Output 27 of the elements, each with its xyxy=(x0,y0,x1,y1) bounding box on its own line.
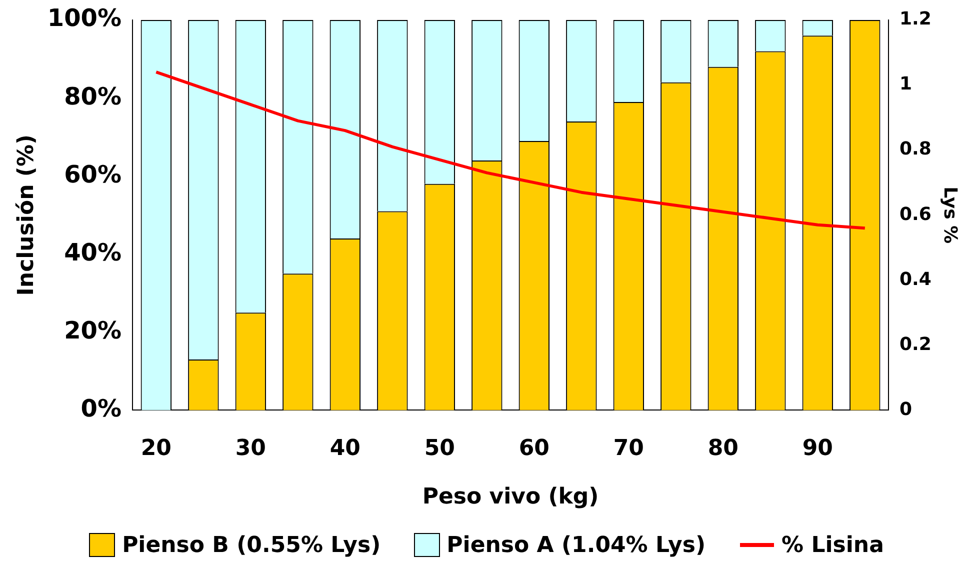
y2-axis-title: Lys % xyxy=(940,186,961,244)
x-tick-label: 70 xyxy=(613,436,644,462)
y2-tick-label: 1.2 xyxy=(900,8,932,30)
y2-tick-label: 0.4 xyxy=(900,268,932,290)
y2-tick-label: 0.8 xyxy=(900,138,932,160)
x-axis-title: Peso vivo (kg) xyxy=(422,484,599,510)
x-tick-label: 40 xyxy=(330,436,360,462)
y-tick-label: 60% xyxy=(64,160,122,188)
y-tick-label: 40% xyxy=(64,238,122,266)
x-tick-label: 30 xyxy=(235,436,266,462)
x-tick-label: 80 xyxy=(708,436,738,462)
x-tick-label: 20 xyxy=(140,436,172,462)
x-tick-label: 50 xyxy=(424,436,455,462)
y2-tick-label: 1 xyxy=(900,74,912,95)
y-tick-label: 80% xyxy=(64,82,122,110)
y2-tick-label: 0.2 xyxy=(900,334,932,355)
legend-label: Pienso B (0.55% Lys) xyxy=(122,532,381,558)
y2-tick-label: 0 xyxy=(900,398,912,420)
y-tick-label: 0% xyxy=(80,394,122,422)
legend-label: Pienso A (1.04% Lys) xyxy=(446,532,706,558)
y-tick-label: 20% xyxy=(64,316,122,344)
y-axis-title: Inclusión (%) xyxy=(14,134,39,296)
x-tick-label: 60 xyxy=(518,436,550,462)
y2-tick-label: 0.6 xyxy=(900,204,932,225)
x-tick-label: 90 xyxy=(802,436,833,462)
legend-label: % Lisina xyxy=(782,532,884,558)
y-tick-label: 100% xyxy=(47,4,122,32)
